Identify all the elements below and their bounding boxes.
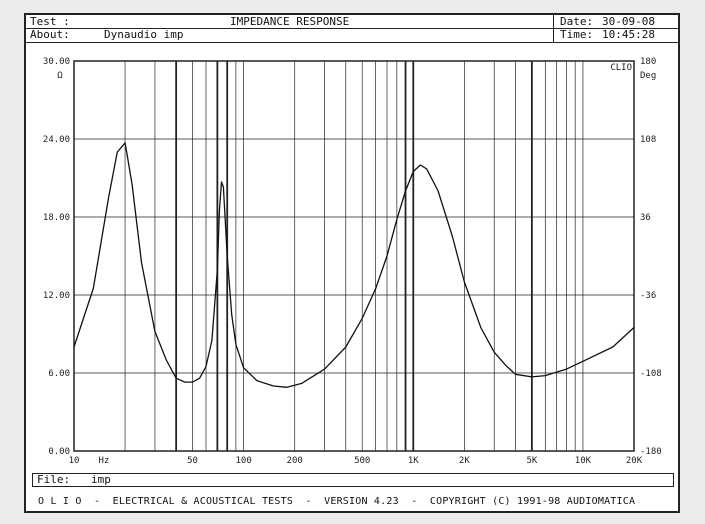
y2-tick-label: 180 [640,57,656,67]
y-tick-label: 24.00 [43,135,70,145]
test-label: Test : [30,15,70,28]
impedance-curve [73,142,635,388]
y-tick-label: 6.00 [48,369,70,379]
header-divider [26,28,678,29]
x-tick-label: 100 [236,456,252,466]
file-label: File: [37,473,71,486]
y2-tick-label: 36 [640,213,651,223]
y2-tick-label: 108 [640,135,656,145]
x-tick-label: 1K [408,456,419,466]
y2-tick-label: -108 [640,369,662,379]
x-tick-label: 20K [626,456,643,466]
header-bottom-line [26,42,678,43]
header-separator [553,15,554,42]
x-tick-label: 50 [187,456,198,466]
y-tick-label: 18.00 [43,213,70,223]
x-tick-label: 2K [459,456,470,466]
x-tick-label: 10K [575,456,592,466]
about-value: Dynaudio imp [104,28,184,41]
x-tick-label: 5K [526,456,537,466]
clio-corner-label: CLIO [610,63,632,73]
credits-text: O L I O - ELECTRICAL & ACOUSTICAL TESTS … [38,496,636,507]
x-tick-label: 200 [287,456,303,466]
window-frame: Test : IMPEDANCE RESPONSE Date: 30-09-08… [24,13,680,513]
time-value: 10:45:28 [602,28,655,41]
date-value: 30-09-08 [602,15,655,28]
impedance-chart: 30.00 24.00 18.00 12.00 6.00 0.00 Ω 180 108 36 -36… [43,57,662,466]
y-tick-label: 12.00 [43,291,70,301]
y2-tick-label: -180 [640,447,662,457]
y-unit-label: Ω [57,71,63,81]
y-tick-label: 0.00 [48,447,70,457]
x-tick-label: 500 [354,456,370,466]
plot-area-border [73,60,635,452]
date-label: Date: [560,15,594,28]
time-label: Time: [560,28,594,41]
chart-title: IMPEDANCE RESPONSE [230,15,350,28]
file-box: File: imp [32,473,674,487]
y-tick-label: 30.00 [43,57,70,67]
x-tick-label: 10 [69,456,80,466]
file-value: imp [91,473,111,486]
y2-axis-label: Deg [640,71,656,81]
y2-tick-label: -36 [640,291,656,301]
about-label: About: [30,28,70,41]
x-tick-label: Hz [98,456,109,466]
